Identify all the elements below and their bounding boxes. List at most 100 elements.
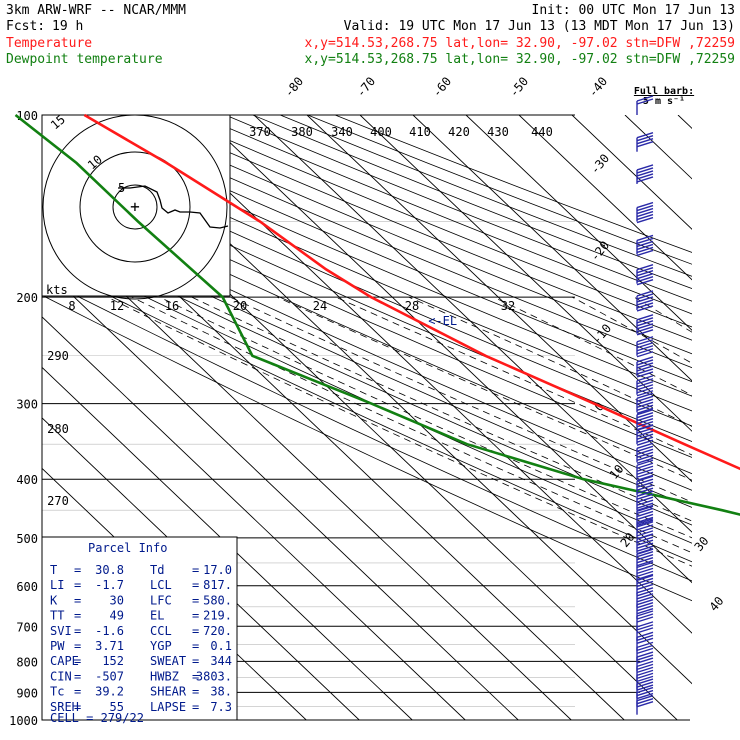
dry-adiabat bbox=[42, 171, 692, 458]
pressure-tick-100: 100 bbox=[16, 109, 38, 123]
parcel-info-cell: HWBZ bbox=[150, 669, 179, 683]
parcel-info-cell: -1.6 bbox=[95, 624, 124, 638]
parcel-info-cell: = bbox=[192, 669, 199, 683]
isotherm bbox=[518, 115, 692, 281]
temperature-profile bbox=[83, 113, 740, 471]
parcel-info-cell: = bbox=[192, 578, 199, 592]
isotherm-label: -70 bbox=[354, 74, 379, 100]
dry-adiabat bbox=[42, 245, 692, 544]
parcel-info-cell: Td bbox=[150, 563, 164, 577]
parcel-info-cell: 0.1 bbox=[210, 639, 232, 653]
forecast-label: Fcst: bbox=[6, 19, 45, 34]
parcel-info-rows: T = 30.8 Td = 17.0 LI = -1.7 LCL = 817. K = 30 LFC = 580.… bbox=[50, 563, 232, 714]
isotherm-label: -40 bbox=[586, 74, 611, 100]
parcel-info-cell: 55 bbox=[110, 700, 124, 714]
isotherm-label: 20 bbox=[618, 530, 638, 550]
dry-adiabat bbox=[88, 115, 692, 369]
parcel-info-cell: -507 bbox=[95, 669, 124, 683]
isotherm bbox=[42, 316, 466, 720]
parcel-info-cell: = bbox=[74, 593, 81, 607]
parcel-info-cell: PW bbox=[50, 639, 65, 653]
parcel-info-cell: LI bbox=[50, 578, 64, 592]
parcel-info-background bbox=[41, 536, 238, 721]
wind-barb bbox=[636, 336, 654, 358]
parcel-info-cell: SWEAT bbox=[150, 654, 186, 668]
parcel-info-cell: = bbox=[192, 639, 199, 653]
parcel-info-cell: = bbox=[74, 685, 81, 699]
wind-barb bbox=[636, 547, 654, 568]
wind-barb-legend: Full barb: 5 m s⁻¹ bbox=[634, 86, 694, 107]
parcel-info-cell: = bbox=[74, 578, 81, 592]
hodograph-axis-label: 16 bbox=[165, 299, 179, 313]
pressure-tick-500: 500 bbox=[16, 532, 38, 546]
dewpoint-profile bbox=[14, 113, 740, 516]
parcel-info-cell: = bbox=[74, 669, 81, 683]
wind-barb bbox=[636, 574, 654, 595]
wind-barb bbox=[636, 695, 654, 715]
wind-barb bbox=[636, 561, 654, 582]
dry-adiabat bbox=[42, 294, 692, 602]
isotherm bbox=[359, 115, 692, 432]
isotherm bbox=[677, 115, 692, 129]
hodograph-trace bbox=[118, 185, 229, 229]
hodograph-axis-label: 12 bbox=[110, 299, 124, 313]
parcel-info-cell: 152 bbox=[102, 654, 124, 668]
init-time: Init: 00 UTC Mon 17 Jun 13 bbox=[532, 3, 736, 18]
parcel-info-cell: LFC bbox=[150, 593, 172, 607]
wind-barb bbox=[636, 356, 654, 378]
parcel-info-cell: LCL bbox=[150, 578, 172, 592]
hodograph-axis-label: 20 bbox=[233, 299, 247, 313]
isotherm bbox=[253, 115, 692, 533]
parcel-info-cell: = bbox=[192, 563, 199, 577]
parcel-info-cell: LAPSE bbox=[150, 700, 186, 714]
hodograph-kts-label: kts bbox=[46, 283, 68, 297]
parcel-info-cell: 720. bbox=[203, 624, 232, 638]
theta-left-label: 280 bbox=[47, 422, 69, 436]
parcel-info-cell: CIN bbox=[50, 669, 72, 683]
dry-adiabats bbox=[42, 115, 692, 602]
theta-label: 410 bbox=[409, 125, 431, 139]
moist-adiabat bbox=[335, 296, 692, 456]
hodograph-ring-middle bbox=[79, 151, 191, 263]
parcel-info-cell: 30.8 bbox=[95, 563, 124, 577]
parcel-info-cell: = bbox=[74, 700, 81, 714]
parcel-info-cell: TT bbox=[50, 609, 64, 623]
dry-adiabat bbox=[252, 115, 692, 290]
parcel-info-cell: = bbox=[192, 609, 199, 623]
isotherm bbox=[731, 115, 740, 720]
dry-adiabat bbox=[42, 277, 692, 582]
theta-left-label: 290 bbox=[47, 349, 69, 363]
wind-barb bbox=[636, 314, 654, 336]
isotherm-label: -50 bbox=[507, 74, 532, 100]
hodograph-ring-inner bbox=[112, 184, 158, 230]
wind-barb bbox=[636, 132, 654, 152]
moist-adiabat bbox=[107, 296, 692, 567]
header: 3km ARW-WRF -- NCAR/MMM Init: 00 UTC Mon… bbox=[6, 3, 735, 67]
pressure-tick-400: 400 bbox=[16, 473, 38, 487]
parcel-info-cell: = bbox=[192, 593, 199, 607]
parcel-info-cell: 30 bbox=[110, 593, 124, 607]
isotherm-label: 30 bbox=[692, 534, 712, 554]
forecast-hours: 19 h bbox=[52, 19, 83, 34]
model-title: 3km ARW-WRF -- NCAR/MMM bbox=[6, 3, 186, 18]
dry-adiabat bbox=[334, 115, 692, 253]
hodograph-axis-label: 8 bbox=[68, 299, 75, 313]
pressure-tick-900: 900 bbox=[16, 686, 38, 700]
parcel-info-title: Parcel Info bbox=[88, 541, 167, 555]
isotherm bbox=[42, 215, 572, 720]
wind-barb bbox=[636, 164, 654, 184]
parcel-info-cell: 219. bbox=[203, 609, 232, 623]
parcel-info-cell: Tc bbox=[50, 685, 64, 699]
parcel-info-cell: 49 bbox=[110, 609, 124, 623]
pressure-tick-200: 200 bbox=[16, 291, 38, 305]
parcel-info-cell: = bbox=[192, 685, 199, 699]
parcel-info-cell: = bbox=[74, 609, 81, 623]
parcel-info-cell: = bbox=[74, 624, 81, 638]
dry-adiabat bbox=[42, 230, 692, 526]
isotherm-label: -30 bbox=[588, 151, 613, 177]
isotherm bbox=[200, 115, 692, 584]
level-annotations: <-EL<-LFC<-CCL<-LCL bbox=[428, 314, 457, 328]
wind-barb bbox=[636, 375, 654, 397]
isotherm bbox=[465, 115, 692, 331]
theta-label: 370 bbox=[249, 125, 271, 139]
